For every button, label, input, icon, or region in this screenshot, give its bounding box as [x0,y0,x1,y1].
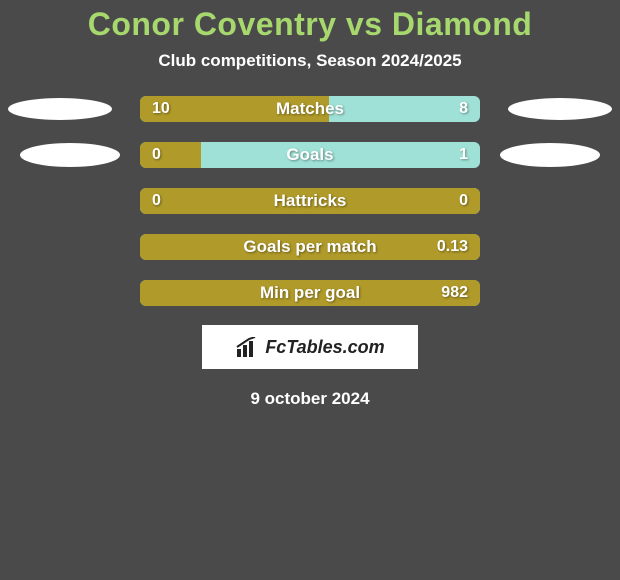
player-left-ellipse [8,98,112,120]
player-left-ellipse [20,143,120,167]
stat-label: Matches [140,96,480,122]
chart-icon [235,337,259,357]
comparison-card: Conor Coventry vs Diamond Club competiti… [0,0,620,580]
player-right-ellipse [500,143,600,167]
stat-bar: Goals per match 0.13 [140,234,480,260]
subtitle: Club competitions, Season 2024/2025 [0,51,620,71]
stat-row: 0 Goals 1 [0,141,620,169]
stat-bar: 0 Hattricks 0 [140,188,480,214]
stat-label: Hattricks [140,188,480,214]
stat-bar: 10 Matches 8 [140,96,480,122]
stat-row: Min per goal 982 [0,279,620,307]
stat-right-value: 1 [447,142,480,168]
page-title: Conor Coventry vs Diamond [0,0,620,43]
stat-right-value: 982 [429,280,480,306]
stat-right-value: 0 [447,188,480,214]
stats-area: 10 Matches 8 0 Goals 1 0 Ha [0,95,620,307]
stat-row: 10 Matches 8 [0,95,620,123]
branding-logo: FcTables.com [202,325,418,369]
branding-text: FcTables.com [265,337,384,358]
stat-row: Goals per match 0.13 [0,233,620,261]
stat-bar: 0 Goals 1 [140,142,480,168]
stat-row: 0 Hattricks 0 [0,187,620,215]
stat-right-value: 0.13 [425,234,480,260]
stat-label: Goals [140,142,480,168]
stat-right-value: 8 [447,96,480,122]
stat-bar: Min per goal 982 [140,280,480,306]
date-label: 9 october 2024 [0,389,620,409]
player-right-ellipse [508,98,612,120]
